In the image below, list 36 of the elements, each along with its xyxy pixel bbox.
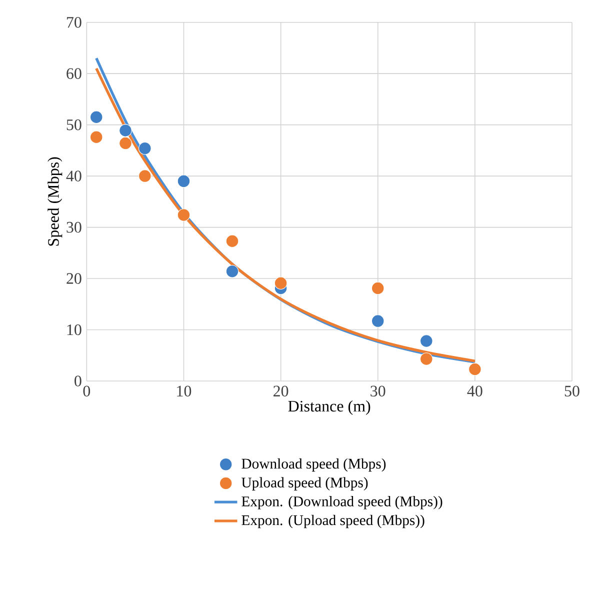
x-tick-label: 30 bbox=[370, 386, 386, 396]
point bbox=[420, 334, 433, 348]
y-tick-label: 30 bbox=[66, 222, 82, 233]
point bbox=[274, 276, 288, 290]
point bbox=[119, 136, 132, 150]
point bbox=[90, 110, 103, 124]
legend-label: Download speed (Mbps) bbox=[242, 458, 386, 472]
x-axis-title: Distance (m) bbox=[288, 400, 370, 415]
y-tick-label: 10 bbox=[67, 324, 82, 336]
point bbox=[90, 130, 103, 144]
y-tick-label: 60 bbox=[66, 68, 82, 79]
y-axis-title: Speed (Mbps) bbox=[48, 157, 62, 246]
legend-label: Upload speed (Mbps) bbox=[242, 477, 368, 490]
point bbox=[226, 264, 239, 278]
y-tick-label: 50 bbox=[66, 119, 82, 130]
legend-label: Expon. (Upload speed (Mbps)) bbox=[242, 514, 424, 528]
point bbox=[420, 352, 433, 366]
point bbox=[468, 362, 482, 376]
y-tick-label: 20 bbox=[66, 273, 82, 284]
point bbox=[371, 282, 384, 295]
x-tick-label: 10 bbox=[177, 386, 192, 396]
point bbox=[138, 142, 152, 155]
point bbox=[177, 174, 190, 188]
x-tick-label: 20 bbox=[274, 386, 288, 396]
y-tick-label: 40 bbox=[66, 170, 82, 182]
y-tick-label: 0 bbox=[74, 376, 82, 386]
point bbox=[119, 124, 132, 137]
point bbox=[138, 170, 152, 182]
legend-label: Expon. (Download speed (Mbps)) bbox=[242, 496, 442, 510]
x-tick-label: 40 bbox=[467, 386, 482, 396]
y-tick-label: 70 bbox=[67, 16, 82, 28]
point bbox=[226, 234, 239, 248]
point bbox=[177, 208, 190, 222]
x-tick-label: 50 bbox=[564, 386, 580, 396]
x-tick-label: 0 bbox=[83, 386, 90, 396]
point bbox=[371, 314, 384, 328]
